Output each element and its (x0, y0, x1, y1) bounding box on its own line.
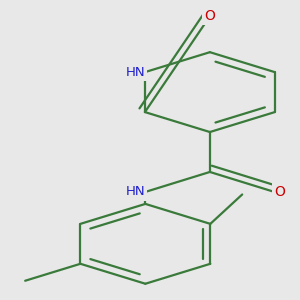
Text: O: O (274, 185, 285, 199)
Text: HN: HN (126, 185, 146, 198)
Text: HN: HN (125, 66, 145, 79)
Text: O: O (204, 9, 215, 23)
